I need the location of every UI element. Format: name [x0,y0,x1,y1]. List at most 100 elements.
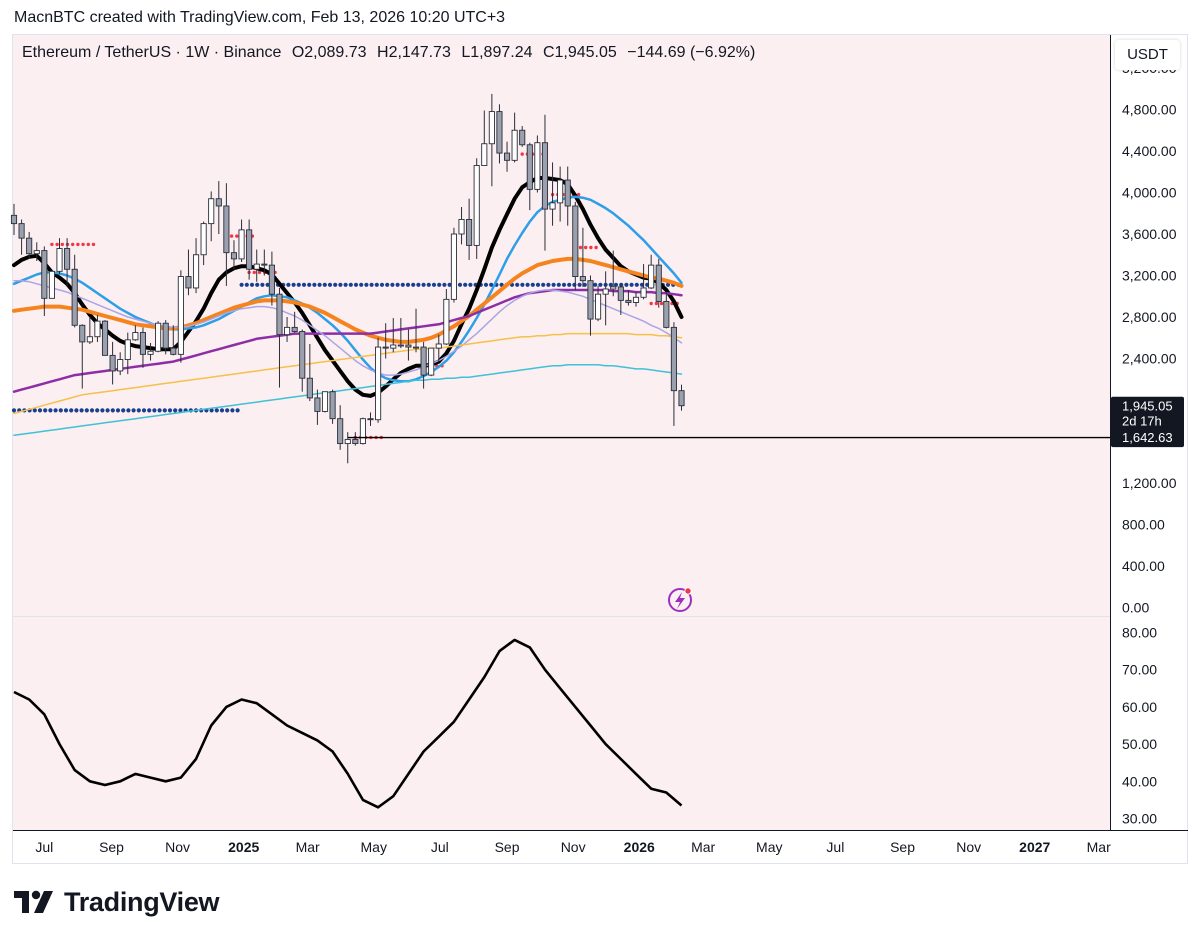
candle[interactable] [185,249,192,296]
candle[interactable] [71,254,78,328]
currency-button[interactable]: USDT [1115,40,1180,70]
candle[interactable] [10,203,18,236]
candle[interactable] [200,221,207,266]
candle[interactable] [64,238,71,287]
candle[interactable] [94,314,101,342]
candle[interactable] [466,198,473,260]
candle[interactable] [648,254,655,289]
level-dot [421,282,426,287]
candle[interactable] [162,320,169,355]
candle[interactable] [412,308,420,353]
candle[interactable] [299,329,306,392]
candle[interactable] [640,264,647,300]
candle[interactable] [579,227,586,287]
candle[interactable] [337,405,344,450]
candle[interactable] [420,341,427,389]
candle[interactable] [321,391,329,413]
candle[interactable] [602,271,609,326]
candle[interactable] [56,238,63,275]
candle[interactable] [511,112,518,163]
candle[interactable] [101,320,109,356]
candle[interactable] [79,324,86,389]
candle[interactable] [428,347,435,377]
price-pane-bg[interactable] [13,35,1110,616]
candle[interactable] [314,389,321,425]
candle[interactable] [587,275,594,336]
candle[interactable] [496,104,503,164]
legend-symbol[interactable]: Ethereum / TetherUS · 1W · Binance [22,44,282,61]
level-dot [483,282,489,287]
candle[interactable] [276,287,283,388]
candle[interactable] [473,158,480,259]
flash-alert-icon[interactable] [668,587,692,612]
candle[interactable] [367,412,374,426]
candle[interactable] [678,384,685,411]
candle[interactable] [397,318,404,349]
candle[interactable] [261,249,268,276]
candle[interactable] [177,270,184,363]
candle[interactable] [549,162,556,226]
candle[interactable] [526,142,533,211]
candle[interactable] [192,238,200,294]
level-dot [431,282,437,287]
candle[interactable] [86,317,93,344]
candle[interactable] [208,191,215,242]
candle[interactable] [18,219,25,255]
candle[interactable] [572,201,579,291]
candle[interactable] [557,166,564,222]
candle[interactable] [435,334,442,362]
candle[interactable] [382,323,389,359]
candle[interactable] [519,126,526,147]
candle[interactable] [246,219,253,280]
level-dot [338,282,343,287]
candle[interactable] [132,325,139,341]
candle[interactable] [223,183,230,286]
candle[interactable] [41,246,48,316]
candle[interactable] [117,352,124,376]
candle[interactable] [230,240,238,270]
candle[interactable] [663,292,670,329]
candle[interactable] [458,207,465,245]
candle[interactable] [564,166,571,226]
candle[interactable] [488,93,495,187]
candle[interactable] [284,317,291,342]
candle[interactable] [541,114,549,251]
candle[interactable] [405,329,412,361]
candle[interactable] [595,285,602,322]
candle[interactable] [48,270,55,299]
candle[interactable] [390,318,397,353]
candle[interactable] [670,322,677,426]
candle[interactable] [155,321,162,353]
candle[interactable] [147,342,154,361]
candle[interactable] [359,417,366,445]
level-dot [214,408,219,413]
candle[interactable] [253,249,260,282]
candle[interactable] [352,432,359,446]
candle[interactable] [306,343,313,402]
candle[interactable] [291,311,298,333]
candle[interactable] [215,181,222,234]
candle[interactable] [443,288,450,346]
candle[interactable] [655,258,662,308]
candle[interactable] [124,332,131,375]
candle[interactable] [329,389,336,424]
candle[interactable] [375,337,382,423]
candle[interactable] [625,290,632,306]
candle[interactable] [238,219,245,263]
candle[interactable] [503,141,511,172]
candle[interactable] [139,327,146,368]
candle[interactable] [481,110,488,166]
oscillator-pane-bg[interactable] [13,617,1110,830]
candle[interactable] [170,325,177,356]
candle[interactable] [450,227,457,303]
candle[interactable] [617,283,624,315]
candle[interactable] [33,242,40,261]
candle[interactable] [534,135,541,193]
candle[interactable] [268,251,275,306]
candle[interactable] [610,250,617,297]
tradingview-logo[interactable]: TradingView [14,886,220,918]
candle[interactable] [632,292,640,307]
candle[interactable] [26,231,33,259]
candle[interactable] [109,341,116,385]
